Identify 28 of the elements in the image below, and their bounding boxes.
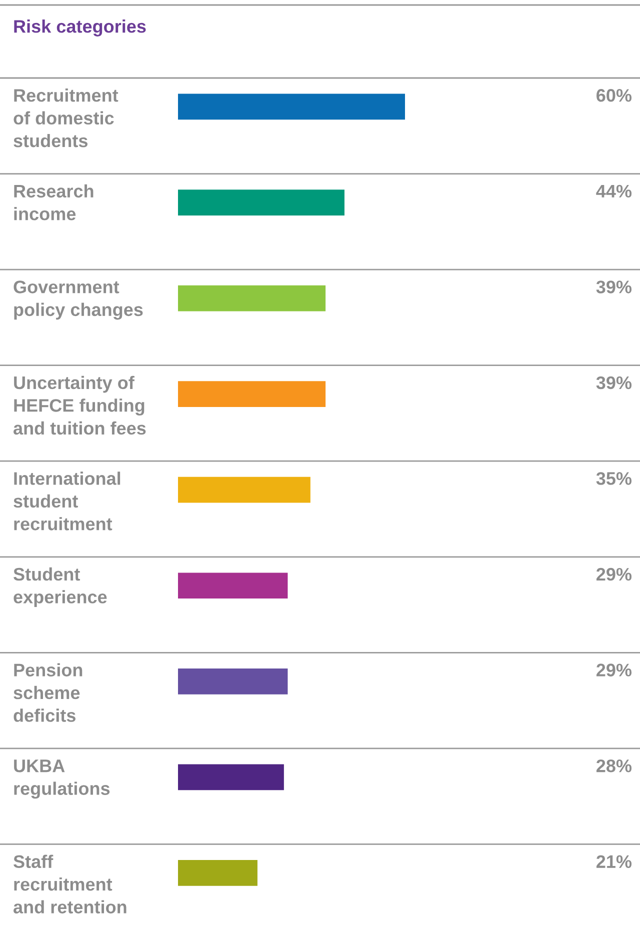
bar [178, 476, 310, 503]
y-tick-label: Staff recruitment and retention [14, 854, 126, 914]
bar [178, 190, 344, 216]
y-tick-label: Student experience [14, 567, 107, 607]
bar [178, 764, 284, 790]
y-tick-label: Uncertainty of HEFCE funding and tuition fees [14, 376, 146, 435]
bar [178, 572, 288, 599]
data-label: 44% [596, 184, 632, 198]
chart-title: Risk categories [14, 20, 146, 36]
bar [178, 860, 258, 886]
y-tick-label: UKBA regulations [14, 760, 110, 799]
data-label: 29% [596, 664, 632, 676]
bar [178, 668, 288, 694]
y-tick-label: Pension scheme deficits [14, 663, 82, 722]
data-label: 39% [596, 376, 632, 390]
data-label: 35% [596, 472, 632, 485]
y-tick-label: Government policy changes [14, 280, 143, 320]
data-label: 60% [596, 89, 632, 102]
data-label: 21% [596, 855, 632, 868]
data-label: 29% [596, 568, 632, 581]
data-label: 39% [596, 280, 632, 294]
y-tick-label: International student recruitment [14, 472, 120, 530]
bar [178, 285, 326, 312]
bar [178, 94, 405, 120]
y-tick-label: Research income [14, 184, 94, 220]
data-label: 28% [596, 759, 632, 772]
y-tick-label: Recruitment of domestic students [14, 88, 118, 148]
bar [178, 381, 326, 407]
